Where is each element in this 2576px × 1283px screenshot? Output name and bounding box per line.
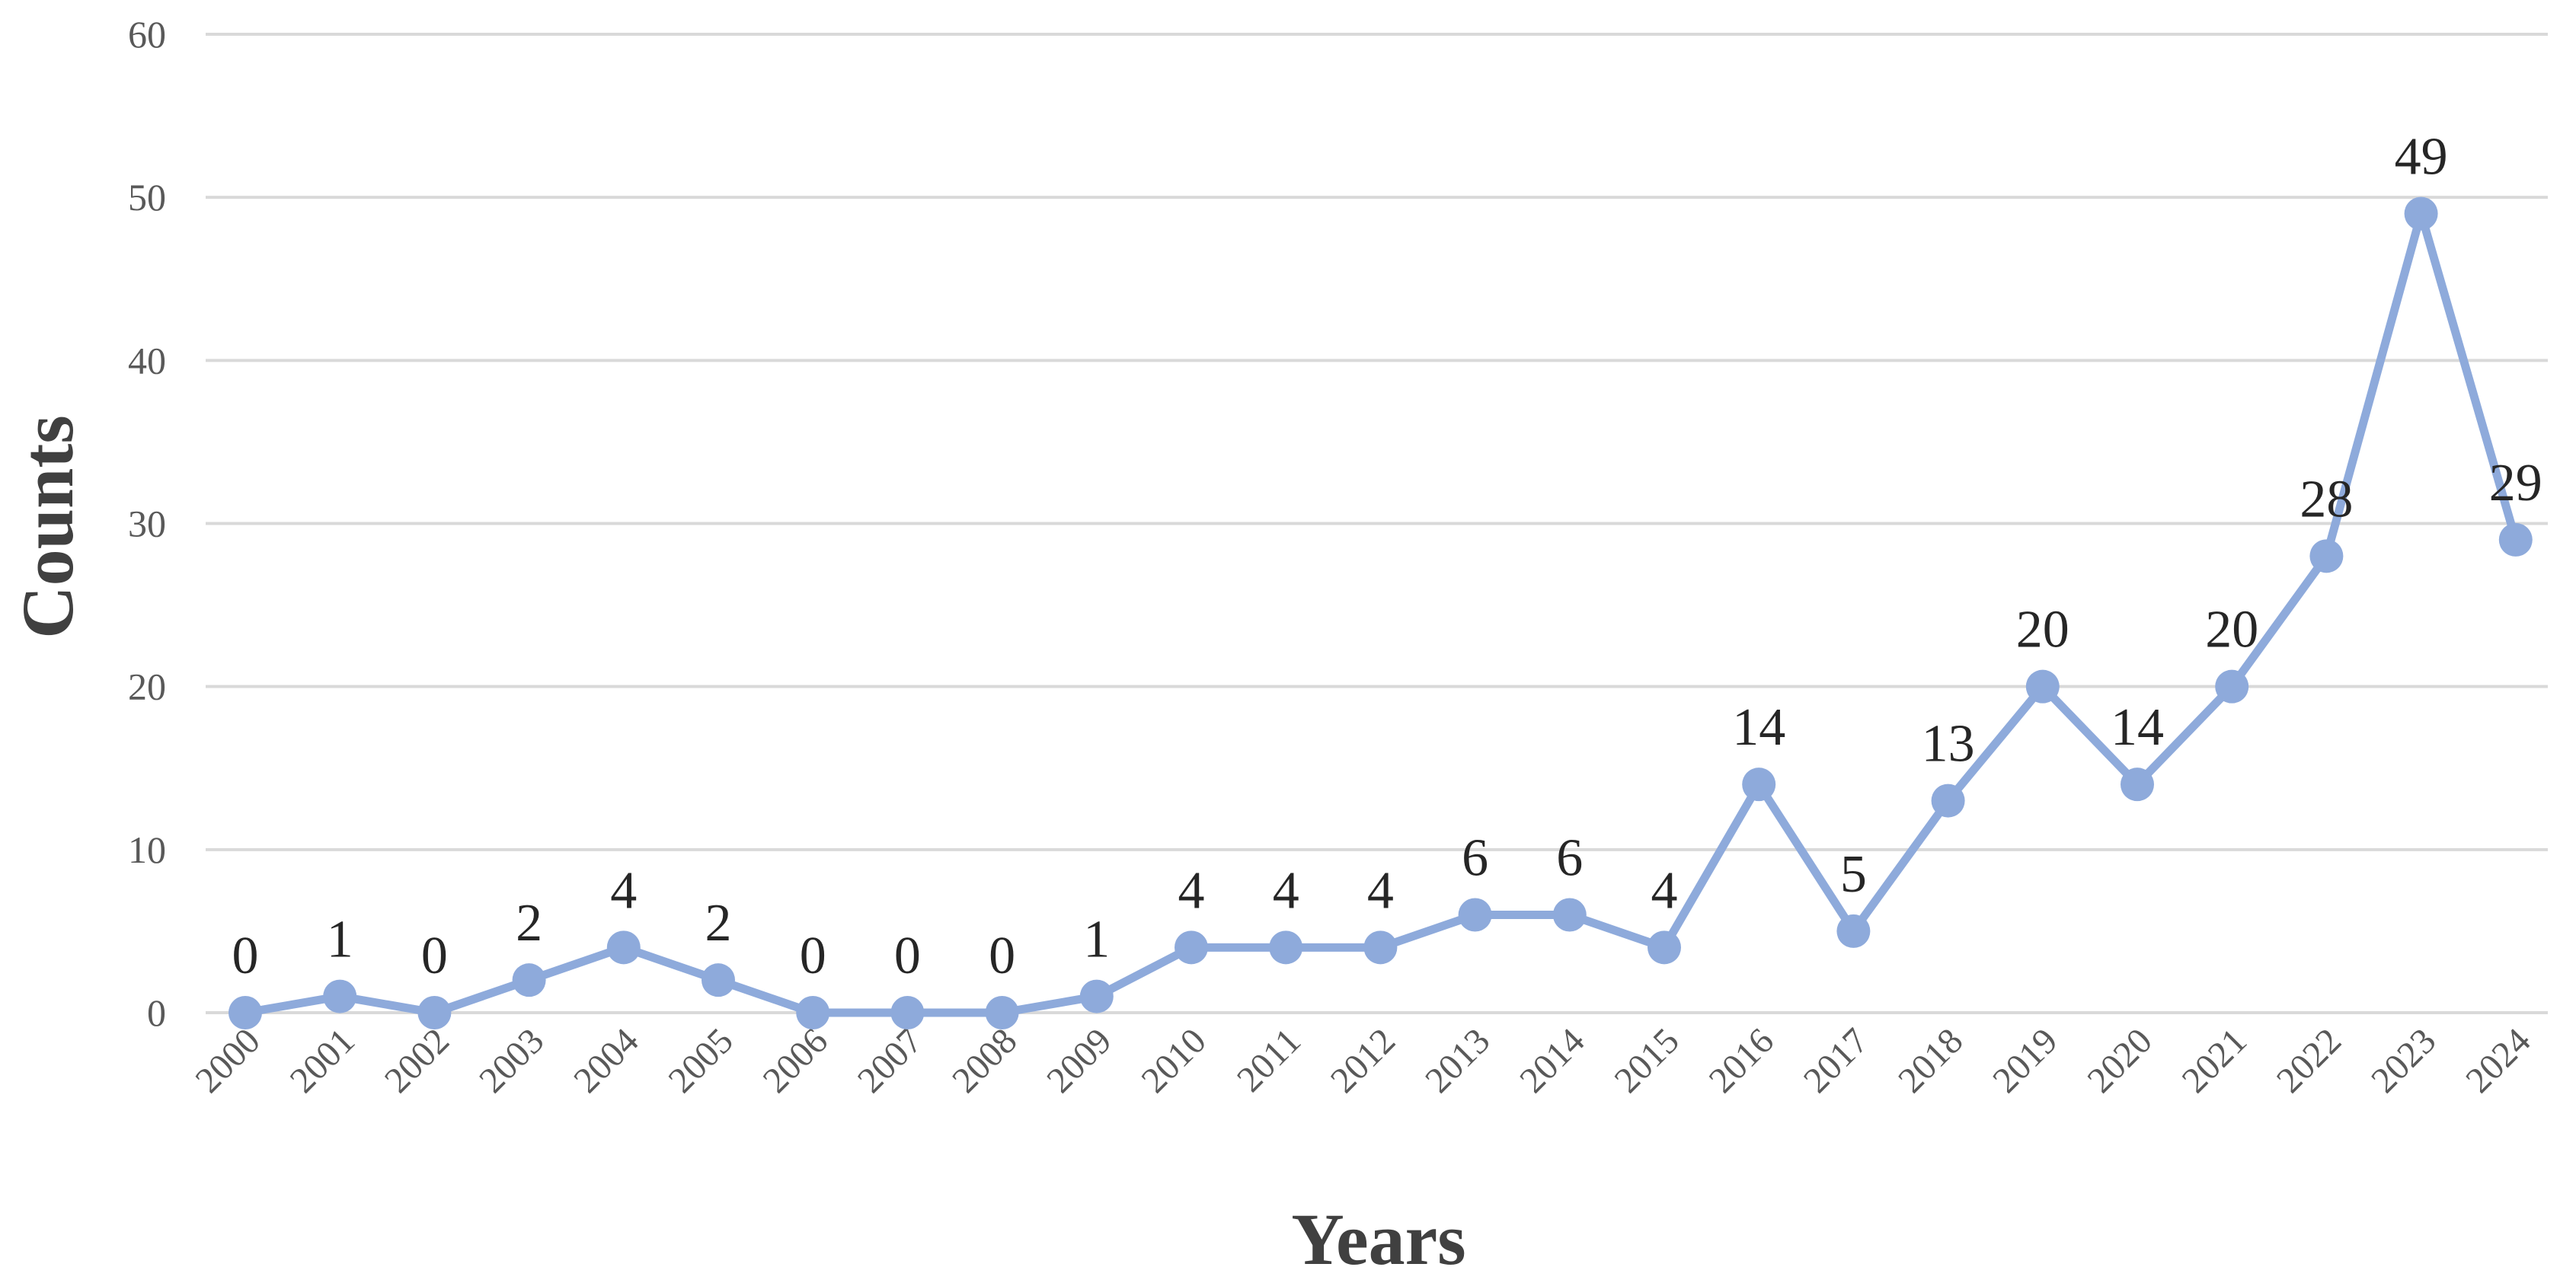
y-axis-title: Counts bbox=[7, 415, 88, 638]
data-point bbox=[1648, 930, 1681, 965]
data-label: 1 bbox=[1083, 911, 1110, 969]
x-tick-label: 2012 bbox=[1323, 1020, 1403, 1100]
x-tick-label: 2009 bbox=[1039, 1020, 1119, 1100]
x-tick-label: 2010 bbox=[1133, 1020, 1213, 1100]
data-label: 5 bbox=[1840, 845, 1867, 904]
data-label: 13 bbox=[1922, 715, 1975, 774]
x-tick-label: 2022 bbox=[2269, 1020, 2349, 1100]
x-axis-title: Years bbox=[1291, 1198, 1465, 1280]
y-tick-label: 20 bbox=[128, 665, 166, 708]
data-label: 4 bbox=[1178, 861, 1205, 920]
data-point bbox=[1931, 784, 1965, 818]
x-tick-label: 2002 bbox=[377, 1020, 457, 1100]
data-point bbox=[890, 996, 925, 1029]
x-tick-label: 2000 bbox=[187, 1020, 267, 1100]
data-label: 4 bbox=[1273, 861, 1299, 920]
x-tick-label: 2007 bbox=[850, 1020, 930, 1100]
data-label: 0 bbox=[989, 927, 1015, 985]
data-label: 2 bbox=[516, 894, 542, 953]
x-tick-label: 2019 bbox=[1985, 1020, 2065, 1100]
data-point bbox=[2121, 768, 2154, 802]
x-tick-label: 2017 bbox=[1796, 1020, 1876, 1100]
data-label: 0 bbox=[232, 927, 259, 985]
data-label: 6 bbox=[1462, 829, 1488, 888]
data-point bbox=[1552, 898, 1587, 932]
y-tick-label: 0 bbox=[147, 991, 166, 1034]
data-point bbox=[1836, 914, 1871, 948]
data-point bbox=[2309, 539, 2344, 573]
data-point bbox=[2404, 196, 2438, 231]
data-point bbox=[1079, 979, 1114, 1013]
x-tick-label: 2003 bbox=[471, 1020, 551, 1100]
x-axis-ticks: 2000 2001 2002 2003 2004 2005 2006 2007 2008 2009… bbox=[187, 1020, 2538, 1100]
data-point bbox=[1458, 898, 1492, 932]
data-point bbox=[796, 996, 830, 1029]
data-point bbox=[1175, 930, 1208, 965]
x-tick-label: 2001 bbox=[283, 1020, 363, 1100]
x-tick-label: 2008 bbox=[944, 1020, 1024, 1100]
x-tick-label: 2014 bbox=[1512, 1020, 1592, 1100]
data-label: 0 bbox=[421, 927, 448, 985]
data-point bbox=[1363, 930, 1398, 965]
x-tick-label: 2021 bbox=[2175, 1020, 2255, 1100]
x-tick-label: 2015 bbox=[1606, 1020, 1686, 1100]
data-label: 28 bbox=[2300, 470, 2353, 528]
data-label: 49 bbox=[2395, 128, 2448, 187]
data-point bbox=[417, 996, 452, 1029]
data-point bbox=[702, 963, 735, 997]
y-axis-ticks: 0 10 20 30 40 50 60 bbox=[128, 13, 166, 1034]
gridlines bbox=[206, 33, 2548, 1014]
data-label: 4 bbox=[1651, 861, 1678, 920]
data-label: 0 bbox=[894, 927, 921, 985]
data-label: 14 bbox=[2111, 698, 2164, 757]
data-point bbox=[2025, 669, 2060, 704]
data-label: 20 bbox=[2205, 601, 2258, 659]
data-label: 20 bbox=[2016, 601, 2069, 659]
x-tick-label: 2018 bbox=[1890, 1020, 1970, 1100]
x-tick-label: 2005 bbox=[660, 1020, 740, 1100]
data-label: 2 bbox=[705, 894, 732, 953]
x-tick-label: 2024 bbox=[2458, 1020, 2538, 1100]
data-label: 0 bbox=[800, 927, 826, 985]
y-tick-label: 60 bbox=[128, 13, 166, 56]
x-tick-label: 2011 bbox=[1229, 1020, 1309, 1099]
data-point bbox=[606, 930, 641, 965]
data-point bbox=[2498, 522, 2533, 557]
data-label: 14 bbox=[1732, 698, 1785, 757]
series-group bbox=[229, 196, 2533, 1029]
data-label: 4 bbox=[610, 861, 637, 920]
data-point bbox=[512, 963, 546, 997]
data-point bbox=[1269, 930, 1303, 965]
x-tick-label: 2023 bbox=[2363, 1020, 2443, 1100]
data-point bbox=[2215, 669, 2249, 704]
x-tick-label: 2016 bbox=[1702, 1020, 1782, 1100]
y-tick-label: 40 bbox=[128, 339, 166, 381]
data-point bbox=[323, 979, 357, 1013]
data-label: 1 bbox=[327, 911, 353, 969]
data-point bbox=[985, 996, 1019, 1029]
data-label: 6 bbox=[1556, 829, 1583, 888]
data-label: 4 bbox=[1367, 861, 1394, 920]
y-tick-label: 50 bbox=[128, 176, 166, 219]
x-tick-label: 2006 bbox=[756, 1020, 836, 1100]
data-point bbox=[229, 996, 262, 1029]
y-tick-label: 10 bbox=[128, 828, 166, 871]
data-label: 29 bbox=[2489, 454, 2542, 512]
x-tick-label: 2004 bbox=[566, 1020, 646, 1100]
x-tick-label: 2020 bbox=[2079, 1020, 2159, 1100]
x-tick-label: 2013 bbox=[1417, 1020, 1497, 1100]
y-tick-label: 30 bbox=[128, 503, 166, 545]
data-point bbox=[1742, 768, 1776, 802]
